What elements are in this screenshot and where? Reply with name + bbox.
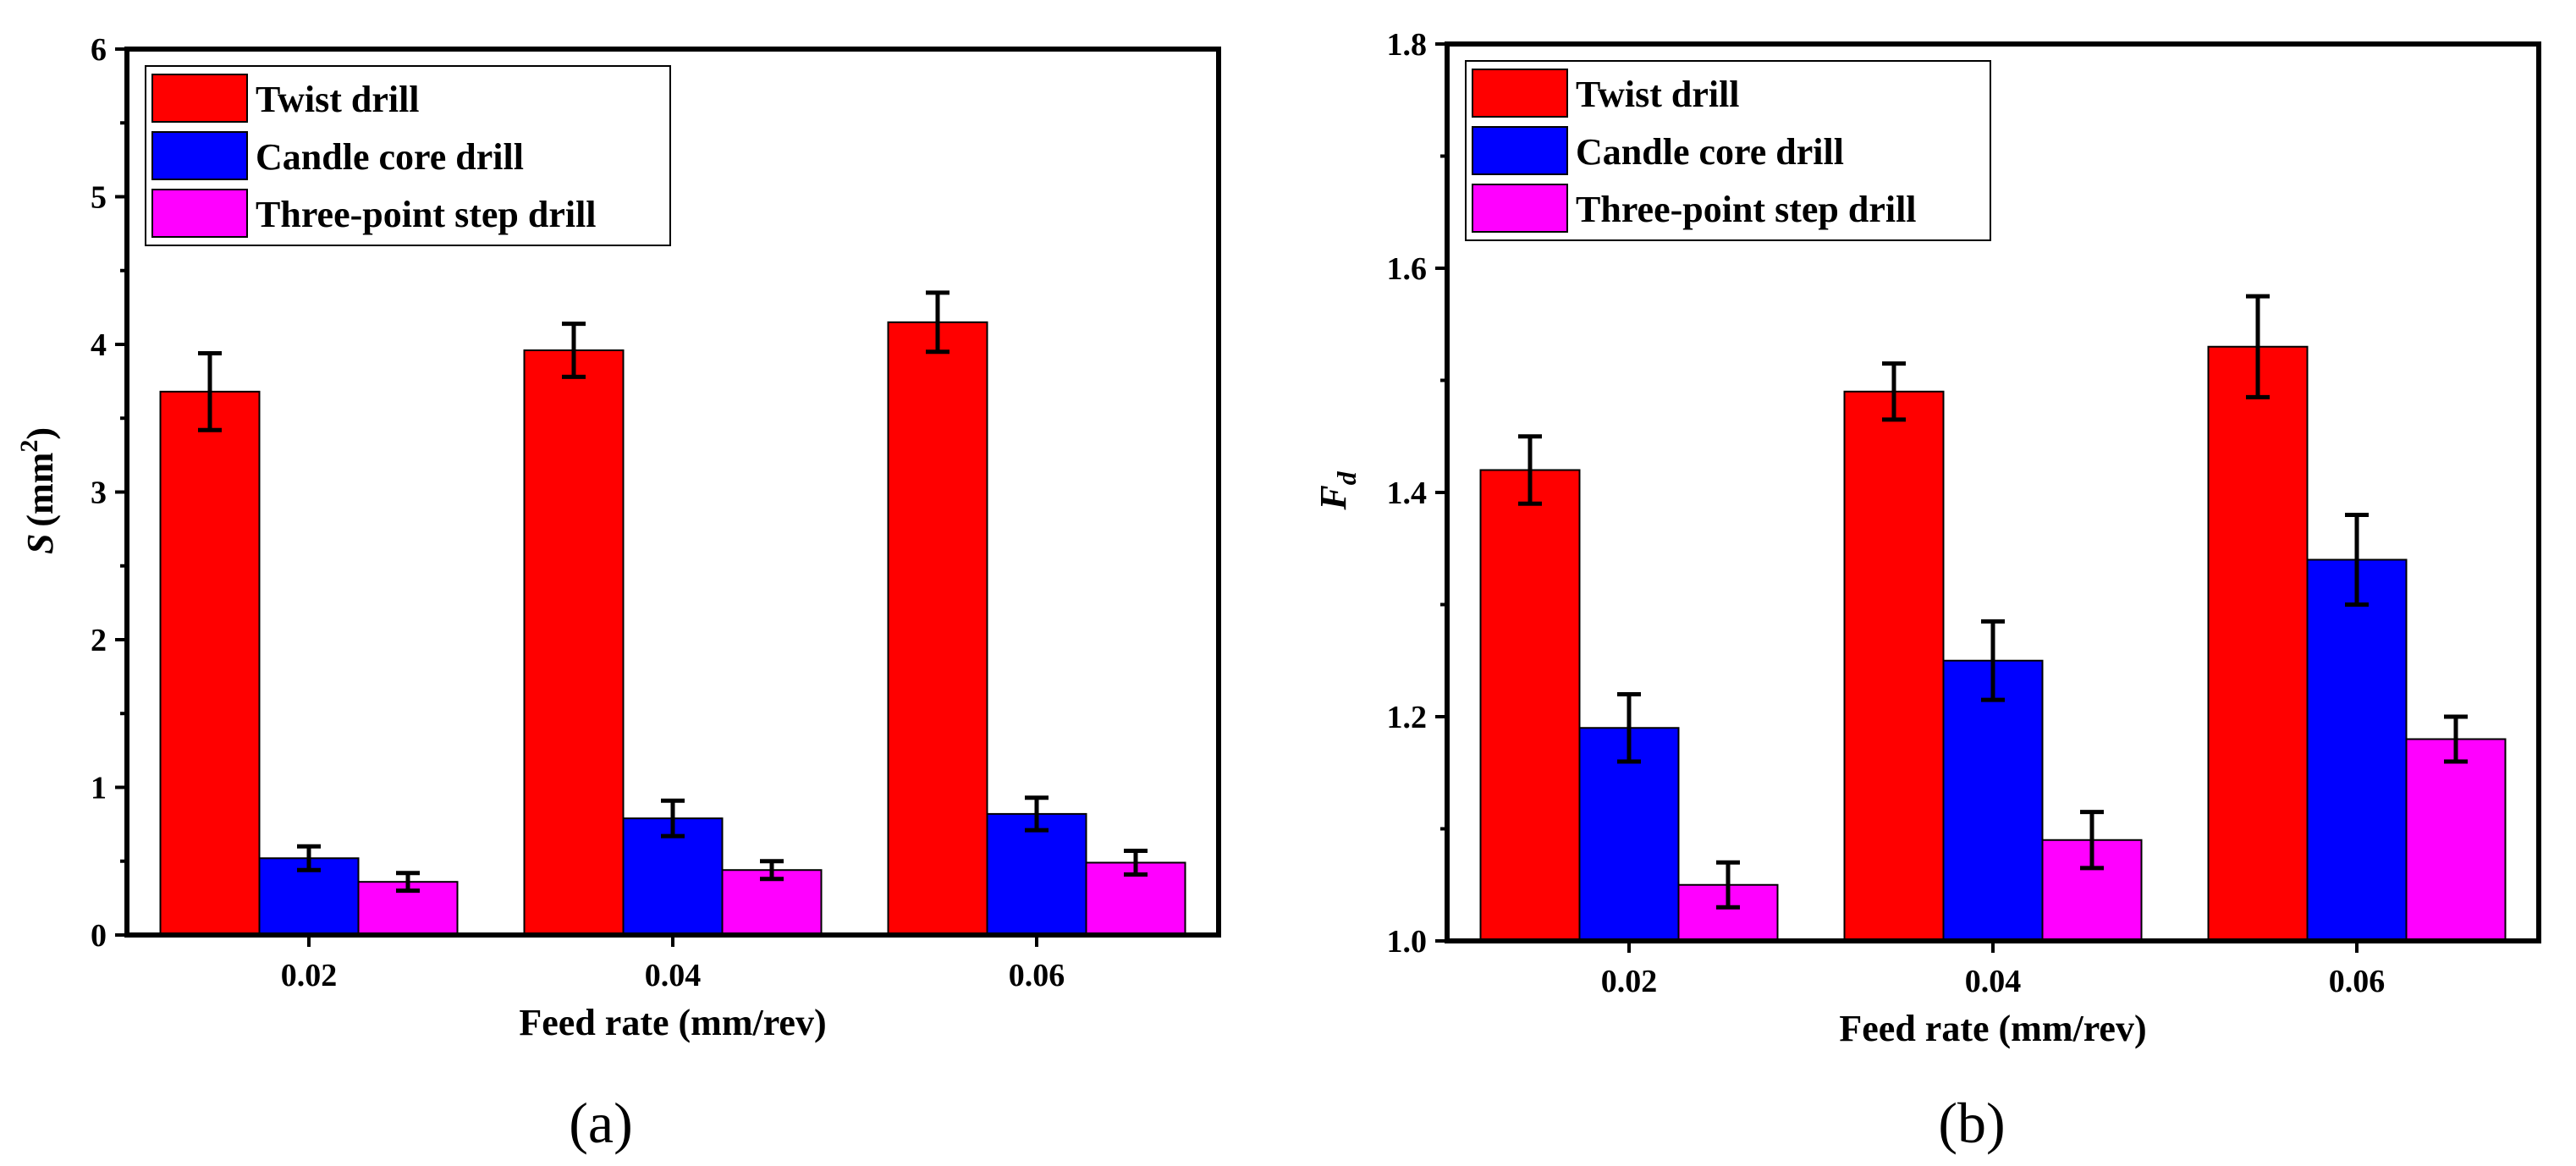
y-axis-subscript: d xyxy=(1331,470,1362,485)
x-axis-title: Feed rate (mm/rev) xyxy=(1839,1008,2146,1049)
y-tick-label: 2 xyxy=(91,623,107,658)
legend-swatch xyxy=(151,131,248,180)
y-axis-variable: F xyxy=(1313,485,1354,510)
x-tick-label: 0.06 xyxy=(2329,964,2386,999)
y-axis-unit-close: ) xyxy=(19,427,61,440)
legend-swatch xyxy=(1472,69,1568,118)
x-tick-label: 0.06 xyxy=(1009,958,1065,993)
y-tick-label: 4 xyxy=(91,327,107,363)
x-tick-label: 0.02 xyxy=(281,958,338,993)
y-tick-label: 1.8 xyxy=(1387,27,1428,63)
y-axis-title: Fd xyxy=(1313,470,1362,510)
panel-label: (a) xyxy=(569,1091,632,1155)
y-tick-label: 1.4 xyxy=(1387,476,1428,511)
y-axis-title: S (mm2) xyxy=(15,427,61,554)
y-tick-label: 1.6 xyxy=(1387,251,1428,287)
x-axis-title: Feed rate (mm/rev) xyxy=(519,1002,826,1043)
bar-candle-core-drill-0.04 xyxy=(1942,659,2044,942)
bar-candle-core-drill-0.06 xyxy=(2306,558,2408,942)
legend-label: Candle core drill xyxy=(256,136,524,178)
panel-label: (b) xyxy=(1938,1091,2005,1155)
bar-twist-drill-0.06 xyxy=(2207,345,2309,942)
y-axis-variable: S xyxy=(19,534,61,554)
legend-label: Candle core drill xyxy=(1576,131,1844,173)
x-tick-label: 0.02 xyxy=(1601,964,1658,999)
y-axis-unit: (mm xyxy=(19,453,61,527)
legend-label: Twist drill xyxy=(1576,74,1740,115)
y-tick-label: 1 xyxy=(91,771,107,806)
y-tick-label: 3 xyxy=(91,476,107,511)
bar-twist-drill-0.02 xyxy=(159,390,261,936)
y-tick-label: 1.0 xyxy=(1387,924,1428,960)
x-tick-label: 0.04 xyxy=(645,958,702,993)
legend-swatch xyxy=(1472,184,1568,233)
bar-twist-drill-0.06 xyxy=(887,321,988,936)
legend-label: Twist drill xyxy=(256,79,420,120)
legend-swatch xyxy=(151,74,248,123)
y-axis-unit-superscript: 2 xyxy=(15,440,43,453)
bar-candle-core-drill-0.06 xyxy=(986,812,1087,936)
bar-twist-drill-0.02 xyxy=(1479,469,1581,942)
legend-label: Three-point step drill xyxy=(256,194,597,235)
legend-swatch xyxy=(151,189,248,238)
legend-swatch xyxy=(1472,126,1568,175)
x-tick-label: 0.04 xyxy=(1965,964,2022,999)
y-tick-label: 6 xyxy=(91,32,107,68)
bar-twist-drill-0.04 xyxy=(1843,390,1945,942)
legend-label: Three-point step drill xyxy=(1576,189,1917,230)
bar-three-point-step-drill-0.06 xyxy=(2405,738,2507,942)
y-tick-label: 5 xyxy=(91,180,107,216)
chart-panel-a: 0 1 2 3 4 5 6 0.02 0.04 0.06 Feed rate (mm/rev) S (m… xyxy=(15,32,1221,1155)
chart-panel-b: 1.0 1.2 1.4 1.6 1.8 0.02 0.04 0.06 Feed rate (mm… xyxy=(1313,27,2541,1155)
y-tick-label: 1.2 xyxy=(1387,700,1428,735)
y-tick-label: 0 xyxy=(91,918,107,954)
bar-twist-drill-0.04 xyxy=(523,349,625,937)
